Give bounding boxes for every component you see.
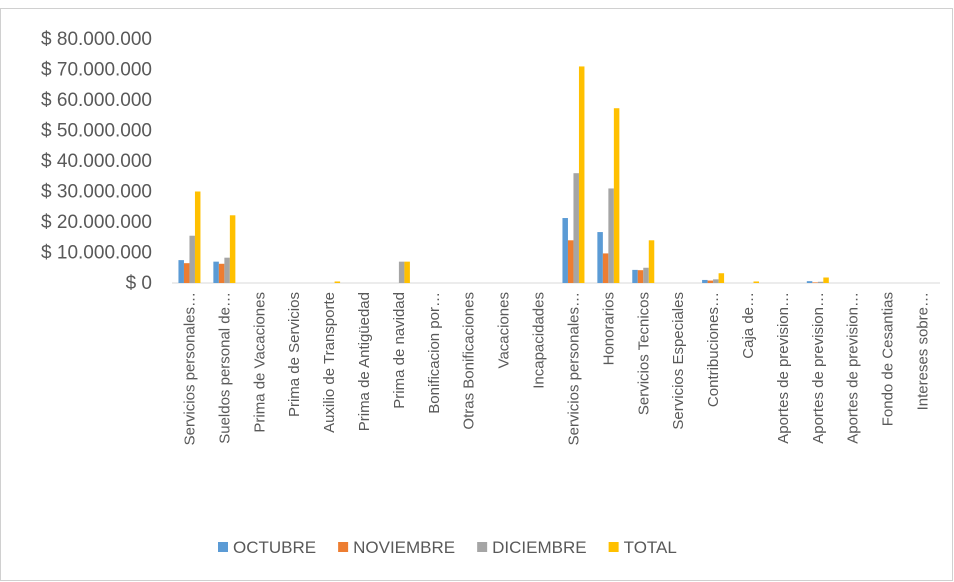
- bar: [183, 263, 190, 283]
- bar: [632, 269, 638, 283]
- y-tick-label: $ 20.000.000: [41, 212, 152, 233]
- x-tick-label: Servicios Especiales: [670, 292, 687, 430]
- bar: [648, 240, 655, 283]
- x-tick-label: Servicios personales…: [565, 292, 582, 445]
- legend-swatch: [338, 542, 349, 552]
- x-tick-label: Prima de Antigüedad: [356, 292, 373, 431]
- bar: [613, 108, 620, 283]
- x-tick-label: Servicios Tecnicos: [635, 292, 652, 415]
- bar: [713, 279, 719, 283]
- x-tick-label: Caja de…: [740, 292, 757, 359]
- x-tick-label: Prima de navidad: [391, 292, 408, 409]
- bar: [718, 273, 725, 283]
- chart-border: [0, 8, 953, 581]
- bar: [823, 277, 829, 283]
- bar: [643, 267, 649, 283]
- x-tick-label: Fondo de Cesantias: [880, 292, 897, 426]
- x-tick-label: Bonificacion por…: [426, 292, 443, 414]
- x-tick-label: Contribuciones…: [705, 292, 722, 407]
- y-tick-label: $ 30.000.000: [41, 182, 152, 203]
- legend-label: DICIEMBRE: [492, 538, 586, 557]
- y-tick-label: $ 0: [126, 273, 152, 294]
- bar: [597, 232, 603, 283]
- legend-swatch: [608, 542, 619, 552]
- y-tick-label: $ 50.000.000: [41, 121, 152, 142]
- y-tick-label: $ 40.000.000: [41, 151, 152, 172]
- legend-label: NOVIEMBRE: [353, 538, 455, 557]
- bar: [213, 261, 219, 283]
- y-tick-label: $ 80.000.000: [41, 29, 152, 50]
- bar: [562, 218, 568, 283]
- x-tick-label: Servicios personales…: [181, 292, 198, 445]
- x-tick-label: Prima de Servicios: [286, 292, 303, 417]
- bar: [817, 281, 824, 283]
- x-tick-label: Incapacidades: [531, 292, 548, 389]
- x-tick-label: Honorarios: [600, 292, 617, 365]
- x-tick-label: Prima de Vacaciones: [251, 292, 268, 433]
- bar: [578, 66, 585, 283]
- legend-label: TOTAL: [624, 538, 677, 557]
- x-tick-label: Auxilio de Transporte: [321, 292, 338, 433]
- bar: [567, 240, 574, 283]
- bar: [707, 280, 714, 283]
- bar: [218, 263, 225, 283]
- bar: [608, 188, 614, 283]
- bar: [573, 173, 579, 283]
- bar: [224, 257, 230, 283]
- x-tick-label: Vacaciones: [496, 292, 513, 368]
- bar: [753, 281, 759, 283]
- x-tick-label: Otras Bonificaciones: [461, 292, 478, 430]
- y-tick-label: $ 70.000.000: [41, 60, 152, 81]
- bar: [404, 261, 410, 283]
- y-tick-label: $ 60.000.000: [41, 90, 152, 111]
- bar: [637, 270, 644, 283]
- x-tick-label: Sueldos personal de…: [216, 292, 233, 444]
- x-tick-label: Intereses sobre…: [915, 292, 932, 410]
- legend-swatch: [477, 542, 488, 552]
- bar: [178, 260, 184, 283]
- bar: [334, 281, 341, 283]
- x-tick-label: Aportes de prevision…: [845, 292, 862, 444]
- bar: [702, 279, 708, 283]
- y-tick-label: $ 10.000.000: [41, 243, 152, 264]
- legend-label: OCTUBRE: [233, 538, 316, 557]
- bar: [398, 261, 405, 283]
- bar: [806, 281, 813, 283]
- x-tick-label: Aportes de prevision…: [810, 292, 827, 444]
- x-tick-label: Aportes de prevision…: [775, 292, 792, 444]
- bar: [189, 235, 195, 283]
- bar: [229, 215, 236, 283]
- bar: [602, 253, 609, 283]
- bar: [812, 282, 818, 283]
- legend-swatch: [218, 542, 228, 552]
- bar: [194, 191, 201, 283]
